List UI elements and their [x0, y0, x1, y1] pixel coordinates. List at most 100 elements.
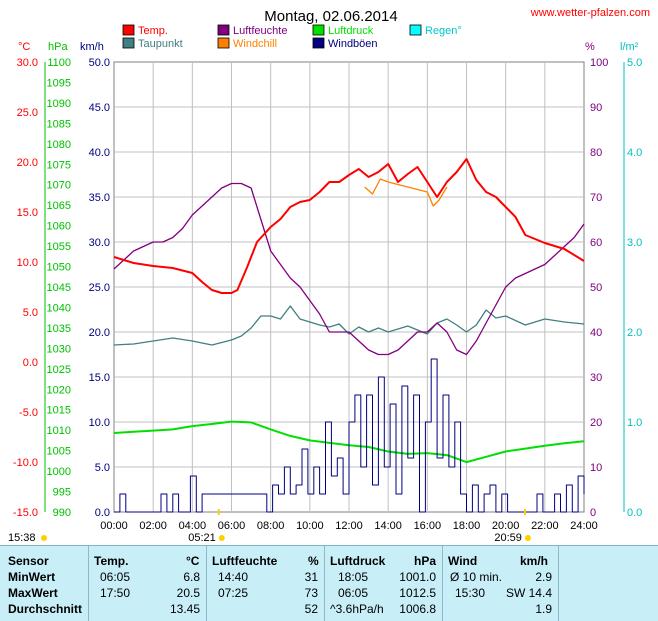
series-windchill — [364, 178, 448, 207]
row-min-hum-time: 14:40 — [218, 570, 249, 584]
pressure-tick-label: 1065 — [47, 200, 71, 212]
row-max-press-value: 1012.5 — [399, 586, 436, 600]
temp-unit-label: °C — [18, 41, 30, 53]
pressure-tick-label: 1070 — [47, 180, 71, 192]
axis-tick-labels: 30.0 25.0 20.0 15.0 10.0 5.0 0.0 -5.0 -10.0 -15.0… — [13, 57, 642, 532]
x-tick-label: 14:00 — [374, 520, 402, 532]
pressure-tick-label: 1010 — [47, 425, 71, 437]
row-max-temp-value: 20.5 — [176, 586, 200, 600]
wind-tick-label: 20.0 — [89, 327, 110, 339]
row-min-wind-value: 2.9 — [535, 570, 552, 584]
pressure-tick-label: 1080 — [47, 139, 71, 151]
header-humidity-unit: % — [308, 554, 319, 568]
stats-col-humidity — [206, 546, 325, 621]
stats-col-wind — [442, 546, 559, 621]
legend-swatch — [409, 24, 422, 36]
humidity-tick-label: 80 — [590, 147, 602, 159]
site-url[interactable]: www.wetter-pfalzen.com — [530, 7, 650, 19]
humidity-tick-label: 0 — [590, 507, 596, 519]
x-tick-label: 08:00 — [257, 520, 285, 532]
weather-chart: Montag, 02.06.2014 Temp. Luftfeuchte Luftd… — [8, 8, 643, 544]
row-min-label: MinWert — [8, 570, 56, 584]
rain-tick-label: 2.0 — [627, 327, 642, 339]
legend-label: Temp. — [138, 25, 168, 37]
x-tick-label: 24:00 — [570, 520, 598, 532]
header-pressure: Luftdruck — [330, 554, 386, 568]
temp-tick-label: -5.0 — [19, 407, 38, 419]
pressure-tick-label: 1030 — [47, 343, 71, 355]
header-pressure-unit: hPa — [414, 554, 437, 568]
temp-tick-label: -15.0 — [13, 507, 38, 519]
x-tick-label: 16:00 — [414, 520, 442, 532]
header-wind: Wind — [448, 554, 478, 568]
pressure-tick-label: 1045 — [47, 282, 71, 294]
row-max-wind-time: 15:30 — [455, 586, 486, 600]
legend-swatch — [312, 24, 325, 36]
temp-tick-label: 10.0 — [17, 257, 38, 269]
humidity-tick-label: 10 — [590, 462, 602, 474]
pressure-tick-label: 1090 — [47, 98, 71, 110]
temp-tick-label: 20.0 — [17, 157, 38, 169]
stats-col-temp — [88, 546, 207, 621]
row-avg-temp-value: 13.45 — [169, 602, 200, 616]
rain-tick-label: 3.0 — [627, 237, 642, 249]
wind-tick-label: 45.0 — [89, 102, 110, 114]
row-min-press-value: 1001.0 — [399, 570, 436, 584]
humidity-unit-label: % — [585, 41, 595, 53]
moon-icon — [41, 535, 47, 541]
row-avg-hum-value: 52 — [304, 602, 318, 616]
row-avg-press-value: 1006.8 — [399, 602, 436, 616]
wind-tick-label: 30.0 — [89, 237, 110, 249]
temp-tick-label: 15.0 — [17, 207, 38, 219]
header-temp-unit: °C — [186, 554, 200, 568]
temp-tick-label: 25.0 — [17, 107, 38, 119]
pressure-tick-label: 1005 — [47, 446, 71, 458]
sunrise-sun-icon — [218, 535, 225, 541]
wind-tick-label: 25.0 — [89, 282, 110, 294]
stats-col-sensor — [0, 546, 89, 621]
header-sensor: Sensor — [8, 554, 49, 568]
legend-swatch — [217, 37, 230, 49]
x-tick-label: 12:00 — [335, 520, 363, 532]
row-min-press-time: 18:05 — [338, 570, 369, 584]
pressure-tick-label: 995 — [53, 487, 71, 499]
x-tick-label: 02:00 — [139, 520, 167, 532]
humidity-tick-label: 90 — [590, 102, 602, 114]
x-tick-label: 04:00 — [179, 520, 207, 532]
moonrise-time-label: 15:38 — [8, 532, 36, 544]
wind-tick-label: 15.0 — [89, 372, 110, 384]
temp-tick-label: 0.0 — [23, 357, 38, 369]
row-max-temp-time: 17:50 — [100, 586, 131, 600]
humidity-tick-label: 30 — [590, 372, 602, 384]
legend-swatch — [122, 24, 135, 36]
header-temp: Temp. — [94, 554, 129, 568]
wind-tick-label: 0.0 — [95, 507, 110, 519]
pressure-tick-label: 1055 — [47, 241, 71, 253]
pressure-tick-label: 990 — [53, 507, 71, 519]
axis-unit-labels: °C hPa km/h% l/m² — [18, 41, 639, 53]
x-tick-label: 10:00 — [296, 520, 324, 532]
x-tick-label: 22:00 — [531, 520, 559, 532]
wind-tick-label: 35.0 — [89, 192, 110, 204]
row-min-temp-value: 6.8 — [183, 570, 200, 584]
pressure-tick-label: 1000 — [47, 466, 71, 478]
series-taupunkt — [113, 305, 585, 346]
rain-tick-label: 5.0 — [627, 57, 642, 69]
pressure-tick-label: 1020 — [47, 384, 71, 396]
wind-tick-label: 10.0 — [89, 417, 110, 429]
pressure-tick-label: 1015 — [47, 405, 71, 417]
pressure-tick-label: 1095 — [47, 77, 71, 89]
legend-label: Regen° — [425, 25, 462, 37]
stats-col-pressure — [324, 546, 443, 621]
chart-title: Montag, 02.06.2014 — [264, 8, 397, 25]
temp-tick-label: 30.0 — [17, 57, 38, 69]
x-tick-label: 06:00 — [218, 520, 246, 532]
legend-label: Windböen — [328, 38, 378, 50]
row-max-hum-time: 07:25 — [218, 586, 249, 600]
temp-tick-label: -10.0 — [13, 457, 38, 469]
humidity-tick-label: 60 — [590, 237, 602, 249]
row-avg-label: Durchschnitt — [8, 602, 83, 616]
sunset-sun-icon — [524, 535, 531, 541]
sunrise-time-label: 05:21 — [188, 532, 216, 544]
wind-unit-label: km/h — [80, 41, 104, 53]
